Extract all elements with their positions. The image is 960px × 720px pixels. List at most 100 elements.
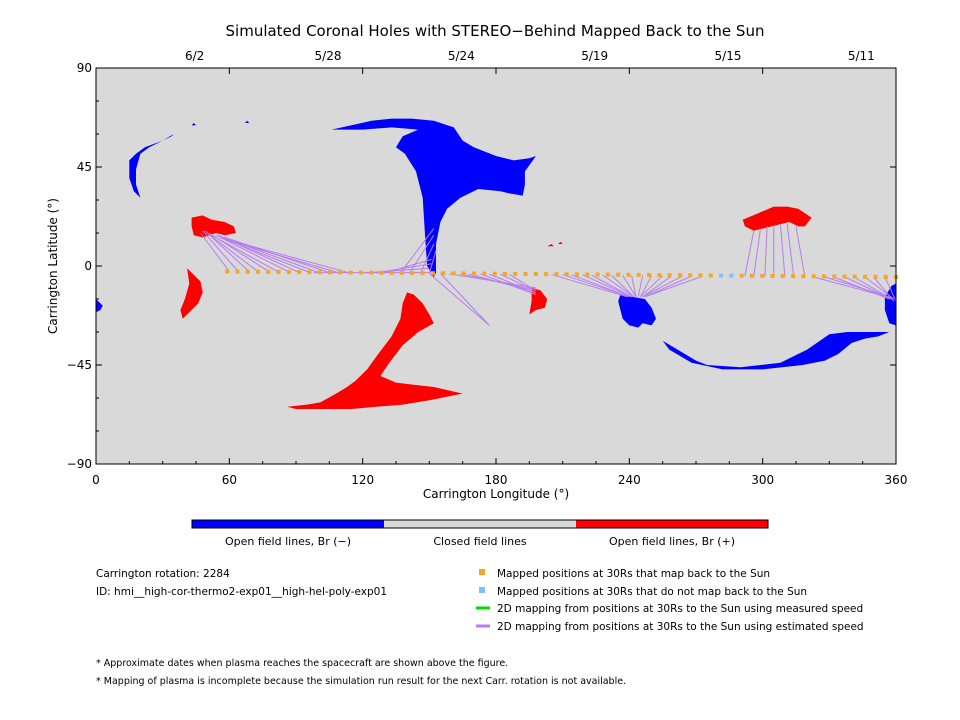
mapped-position <box>276 269 281 274</box>
mapping-line-13 <box>400 228 435 274</box>
mapped-position <box>235 269 240 274</box>
coronal-hole-positive-10 <box>287 292 463 409</box>
mapped-position <box>780 274 785 279</box>
x-tick-label: 360 <box>885 473 908 487</box>
mapped-position <box>420 271 425 276</box>
footnote-dates: * Approximate dates when plasma reaches … <box>96 658 508 669</box>
unmapped-position <box>729 273 734 278</box>
x-tick-label: 0 <box>92 473 100 487</box>
mapped-position <box>225 269 230 274</box>
mapping-line-41 <box>640 275 664 298</box>
date-tick-label: 5/24 <box>448 49 475 63</box>
mapping-line-3 <box>206 232 259 273</box>
mapping-line-27 <box>489 273 534 293</box>
mapping-line-34 <box>591 274 632 298</box>
legend-unmapped-swatch <box>479 587 485 593</box>
date-tick-label: 6/2 <box>185 49 204 63</box>
mapped-position <box>616 272 621 277</box>
mapped-position <box>502 271 507 276</box>
mapping-line-32 <box>571 274 630 298</box>
mapping-line-35 <box>602 274 635 298</box>
mapping-line-39 <box>637 275 644 297</box>
mapping-line-51 <box>786 224 795 277</box>
coronal-hole-negative-5 <box>662 332 890 370</box>
y-axis-label: Carrington Latitude (°) <box>46 198 60 334</box>
mapped-position <box>770 273 775 278</box>
mapping-line-21 <box>429 273 490 326</box>
mapping-line-37 <box>622 274 637 298</box>
colorbar-label-positive: Open field lines, Br (+) <box>609 535 735 548</box>
coronal-hole-negative-4 <box>618 294 656 328</box>
mapped-position <box>677 273 682 278</box>
x-tick-label: 180 <box>485 473 508 487</box>
mapped-position <box>523 271 528 276</box>
mapping-line-12 <box>226 239 350 274</box>
coronal-hole-negative-1 <box>191 123 196 126</box>
date-tick-label: 5/28 <box>315 49 342 63</box>
mapped-position <box>821 274 826 279</box>
mapped-position <box>317 270 322 275</box>
mapped-position <box>266 269 271 274</box>
mapping-line-45 <box>644 275 703 298</box>
coronal-hole-negative-3 <box>331 118 536 277</box>
mapped-position <box>791 274 796 279</box>
mapping-line-6 <box>215 234 290 273</box>
mapping-line-25 <box>469 273 537 293</box>
mapped-position <box>873 274 878 279</box>
y-tick-label: −45 <box>67 358 92 372</box>
mapping-line-2 <box>204 230 250 273</box>
mapped-position <box>533 272 538 277</box>
colorbar-closed <box>384 520 576 528</box>
mapped-position <box>400 270 405 275</box>
mapping-line-5 <box>211 234 279 273</box>
mapped-position <box>389 270 394 275</box>
x-tick-label: 300 <box>751 473 774 487</box>
coronal-hole-positive-11 <box>529 288 548 315</box>
mapping-line-0 <box>200 232 230 272</box>
colorbar-negative <box>192 520 384 528</box>
mapped-position <box>513 271 518 276</box>
y-tick-label: 45 <box>77 160 92 174</box>
mapping-line-47 <box>753 228 761 277</box>
mapped-position <box>554 272 559 277</box>
mapped-position <box>605 272 610 277</box>
legend-mapped-label: Mapped positions at 30Rs that map back t… <box>497 568 770 580</box>
mapped-position <box>636 272 641 277</box>
legend-measured-label: 2D mapping from positions at 30Rs to the… <box>497 603 863 615</box>
mapped-position <box>379 270 384 275</box>
mapped-position <box>492 271 497 276</box>
mapping-line-40 <box>640 275 652 298</box>
coronal-hole-positive-13 <box>547 244 554 247</box>
mapped-position <box>482 271 487 276</box>
mapping-line-38 <box>631 275 637 297</box>
axes-layer: 0 60 120 180 240 300 360 90 45 0 −45 −90 6/2 5/28 5/24… <box>67 49 908 487</box>
mapping-line-22 <box>440 273 490 326</box>
mapped-position <box>430 271 435 276</box>
mapped-position <box>595 272 600 277</box>
mapping-line-48 <box>764 226 768 277</box>
mapped-position <box>544 272 549 277</box>
mapped-position <box>564 272 569 277</box>
colorbar-label-negative: Open field lines, Br (−) <box>225 535 351 548</box>
mapping-line-1 <box>202 230 239 272</box>
mapped-position <box>688 273 693 278</box>
mapping-line-46 <box>744 230 755 277</box>
mapping-line-44 <box>644 275 692 298</box>
mapping-line-28 <box>500 273 534 291</box>
mapping-line-36 <box>611 274 635 298</box>
coronal-hole-positive-12 <box>742 206 812 231</box>
mapped-position <box>307 270 312 275</box>
mapped-position <box>451 271 456 276</box>
mapped-position <box>863 274 868 279</box>
chart-title: Simulated Coronal Holes with STEREO−Behi… <box>226 22 765 40</box>
mapping-line-30 <box>551 274 628 298</box>
mapped-position <box>626 272 631 277</box>
mapping-line-26 <box>480 273 537 296</box>
mapping-lines-layer <box>200 224 897 326</box>
legend-mapped-swatch <box>479 569 485 575</box>
mapped-position <box>801 274 806 279</box>
colorbar-label-closed: Closed field lines <box>433 535 527 548</box>
coronal-hole-positive-14 <box>558 241 563 244</box>
mapped-position <box>297 270 302 275</box>
